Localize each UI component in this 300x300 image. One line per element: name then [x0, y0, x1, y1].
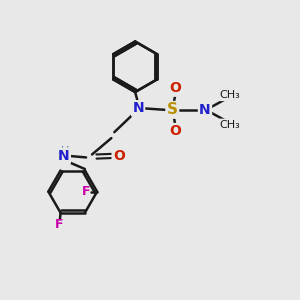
Text: N: N — [132, 101, 144, 116]
Text: O: O — [169, 124, 181, 138]
Text: F: F — [82, 185, 90, 198]
Text: F: F — [55, 218, 63, 230]
Text: H: H — [61, 146, 70, 156]
Text: O: O — [169, 82, 181, 95]
Text: N: N — [199, 103, 211, 117]
Text: N: N — [58, 149, 70, 163]
Text: CH₃: CH₃ — [220, 120, 241, 130]
Text: CH₃: CH₃ — [220, 90, 241, 100]
Text: O: O — [113, 149, 125, 163]
Text: S: S — [167, 102, 178, 117]
